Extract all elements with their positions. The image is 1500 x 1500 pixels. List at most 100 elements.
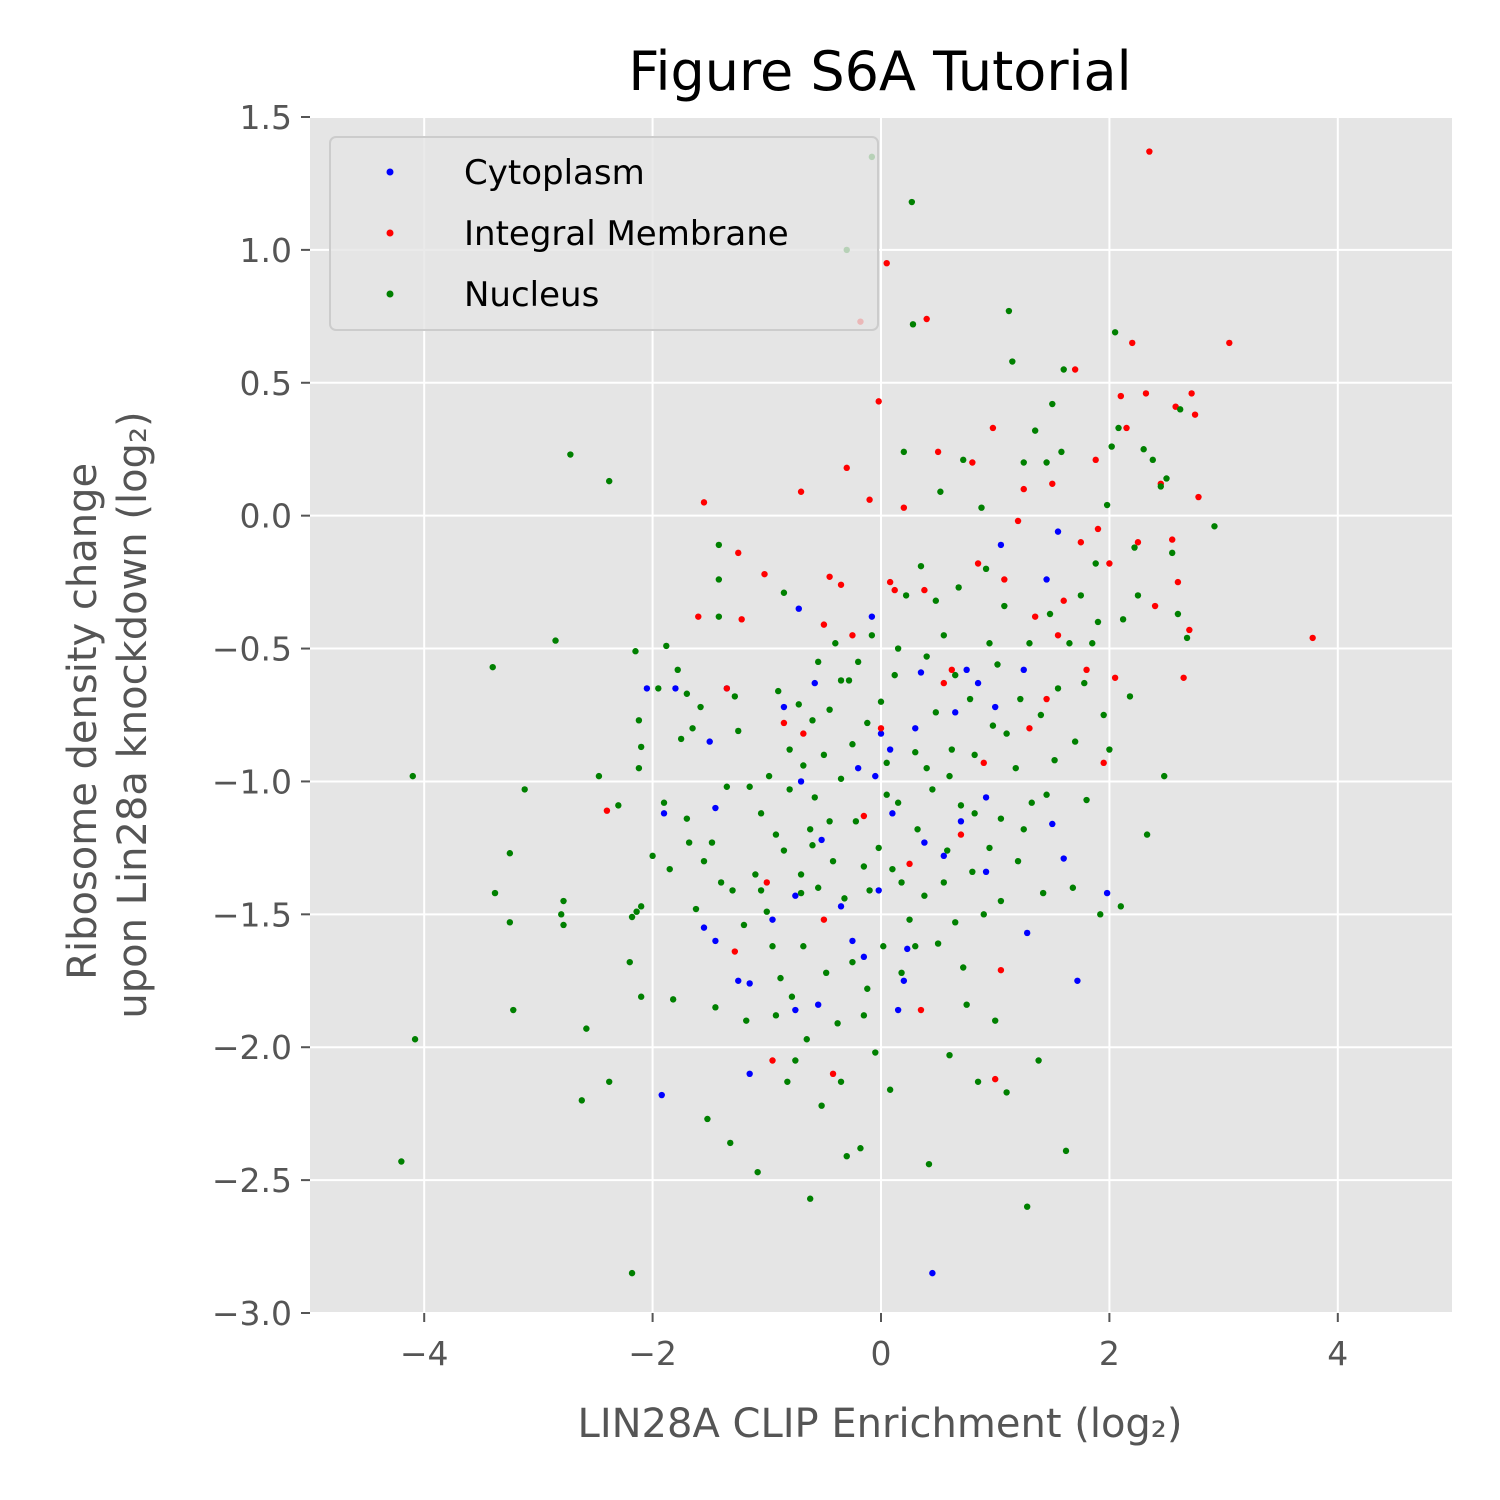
data-point-integral-membrane bbox=[826, 573, 833, 580]
data-point-nucleus bbox=[857, 1145, 864, 1152]
data-point-nucleus bbox=[883, 759, 890, 767]
data-point-nucleus bbox=[944, 847, 951, 854]
y-tick-label: −2.0 bbox=[212, 1028, 292, 1067]
data-point-nucleus bbox=[997, 897, 1005, 905]
data-point-nucleus bbox=[506, 850, 514, 857]
x-tick-label: 0 bbox=[871, 1334, 892, 1373]
data-point-nucleus bbox=[1131, 544, 1138, 551]
data-point-integral-membrane bbox=[974, 560, 982, 567]
data-point-integral-membrane bbox=[969, 459, 976, 466]
x-tick-label: 2 bbox=[1099, 1334, 1120, 1373]
data-point-cytoplasm bbox=[997, 541, 1005, 549]
legend-marker bbox=[386, 229, 394, 237]
data-point-nucleus bbox=[510, 1006, 517, 1014]
data-point-nucleus bbox=[894, 645, 902, 652]
data-point-nucleus bbox=[637, 993, 645, 1000]
data-point-nucleus bbox=[900, 448, 908, 456]
data-point-nucleus bbox=[723, 783, 731, 790]
data-point-integral-membrane bbox=[923, 315, 930, 323]
data-point-cytoplasm bbox=[854, 764, 862, 772]
data-point-cytoplasm bbox=[982, 868, 990, 876]
data-point-cytoplasm bbox=[940, 852, 948, 860]
data-point-cytoplasm bbox=[769, 916, 776, 923]
y-axis-label: Ribosome density change upon Lin28a knoc… bbox=[60, 411, 156, 1018]
data-point-nucleus bbox=[875, 844, 882, 852]
data-point-cytoplasm bbox=[792, 1006, 799, 1014]
data-point-nucleus bbox=[1009, 358, 1016, 365]
data-point-integral-membrane bbox=[1043, 695, 1050, 703]
data-point-nucleus bbox=[986, 640, 993, 647]
data-point-cytoplasm bbox=[706, 738, 713, 745]
data-point-integral-membrane bbox=[1001, 576, 1008, 583]
data-point-nucleus bbox=[912, 943, 919, 950]
data-point-nucleus bbox=[982, 565, 990, 573]
data-point-nucleus bbox=[826, 706, 833, 713]
y-tick-label: −3.0 bbox=[212, 1294, 292, 1333]
data-point-integral-membrane bbox=[695, 613, 702, 620]
data-point-nucleus bbox=[715, 576, 723, 583]
data-point-cytoplasm bbox=[837, 903, 845, 910]
data-point-integral-membrane bbox=[980, 759, 987, 767]
data-point-nucleus bbox=[626, 958, 633, 966]
data-point-integral-membrane bbox=[1146, 148, 1153, 155]
data-point-nucleus bbox=[948, 746, 956, 753]
data-point-nucleus bbox=[1094, 618, 1102, 626]
data-point-nucleus bbox=[1134, 592, 1142, 599]
data-point-cytoplasm bbox=[860, 953, 868, 961]
data-point-nucleus bbox=[917, 562, 925, 570]
data-point-cytoplasm bbox=[992, 703, 999, 711]
data-point-cytoplasm bbox=[658, 1091, 665, 1099]
data-point-integral-membrane bbox=[1151, 602, 1159, 610]
data-point-integral-membrane bbox=[992, 1075, 999, 1083]
data-point-integral-membrane bbox=[1094, 525, 1102, 533]
data-point-cytoplasm bbox=[1074, 977, 1081, 984]
data-point-nucleus bbox=[1051, 756, 1058, 764]
data-point-integral-membrane bbox=[731, 948, 739, 955]
data-point-nucleus bbox=[992, 1017, 999, 1024]
data-point-nucleus bbox=[832, 640, 839, 647]
data-point-nucleus bbox=[765, 772, 773, 780]
data-point-nucleus bbox=[1115, 424, 1122, 432]
data-point-nucleus bbox=[491, 889, 499, 897]
data-point-nucleus bbox=[1106, 746, 1113, 753]
data-point-nucleus bbox=[912, 749, 919, 756]
data-point-nucleus bbox=[552, 637, 559, 644]
data-point-cytoplasm bbox=[872, 772, 879, 780]
data-point-integral-membrane bbox=[886, 578, 894, 586]
data-point-nucleus bbox=[1092, 560, 1099, 567]
data-point-cytoplasm bbox=[797, 778, 805, 785]
data-point-nucleus bbox=[923, 764, 930, 772]
data-point-nucleus bbox=[1039, 889, 1047, 897]
y-axis-label-line-2: upon Lin28a knockdown (log₂) bbox=[110, 411, 156, 1018]
data-point-nucleus bbox=[632, 648, 639, 655]
data-point-integral-membrane bbox=[860, 812, 868, 820]
data-point-nucleus bbox=[583, 1025, 590, 1032]
data-point-nucleus bbox=[521, 786, 528, 793]
data-point-nucleus bbox=[649, 852, 656, 860]
data-point-nucleus bbox=[1043, 459, 1050, 466]
data-point-nucleus bbox=[786, 786, 793, 793]
data-point-nucleus bbox=[1023, 1203, 1031, 1210]
grid-lines bbox=[310, 116, 1452, 1314]
data-point-nucleus bbox=[1017, 695, 1024, 703]
data-point-nucleus bbox=[740, 921, 748, 929]
data-point-nucleus bbox=[735, 727, 742, 735]
data-point-nucleus bbox=[820, 751, 828, 759]
data-point-nucleus bbox=[489, 663, 496, 671]
data-point-nucleus bbox=[843, 1152, 850, 1160]
data-point-nucleus bbox=[692, 905, 700, 913]
legend-marker bbox=[386, 168, 394, 176]
data-point-cytoplasm bbox=[889, 810, 896, 817]
data-point-nucleus bbox=[633, 908, 640, 915]
data-point-integral-membrane bbox=[997, 966, 1005, 974]
data-point-nucleus bbox=[666, 865, 673, 873]
data-point-integral-membrane bbox=[1106, 560, 1113, 567]
data-point-nucleus bbox=[834, 1020, 841, 1027]
data-point-integral-membrane bbox=[1071, 366, 1079, 373]
data-point-nucleus bbox=[946, 772, 953, 780]
data-point-nucleus bbox=[615, 802, 622, 809]
data-point-cytoplasm bbox=[746, 1070, 753, 1078]
data-point-nucleus bbox=[974, 1078, 982, 1085]
data-point-nucleus bbox=[717, 879, 725, 886]
data-point-nucleus bbox=[797, 871, 805, 878]
